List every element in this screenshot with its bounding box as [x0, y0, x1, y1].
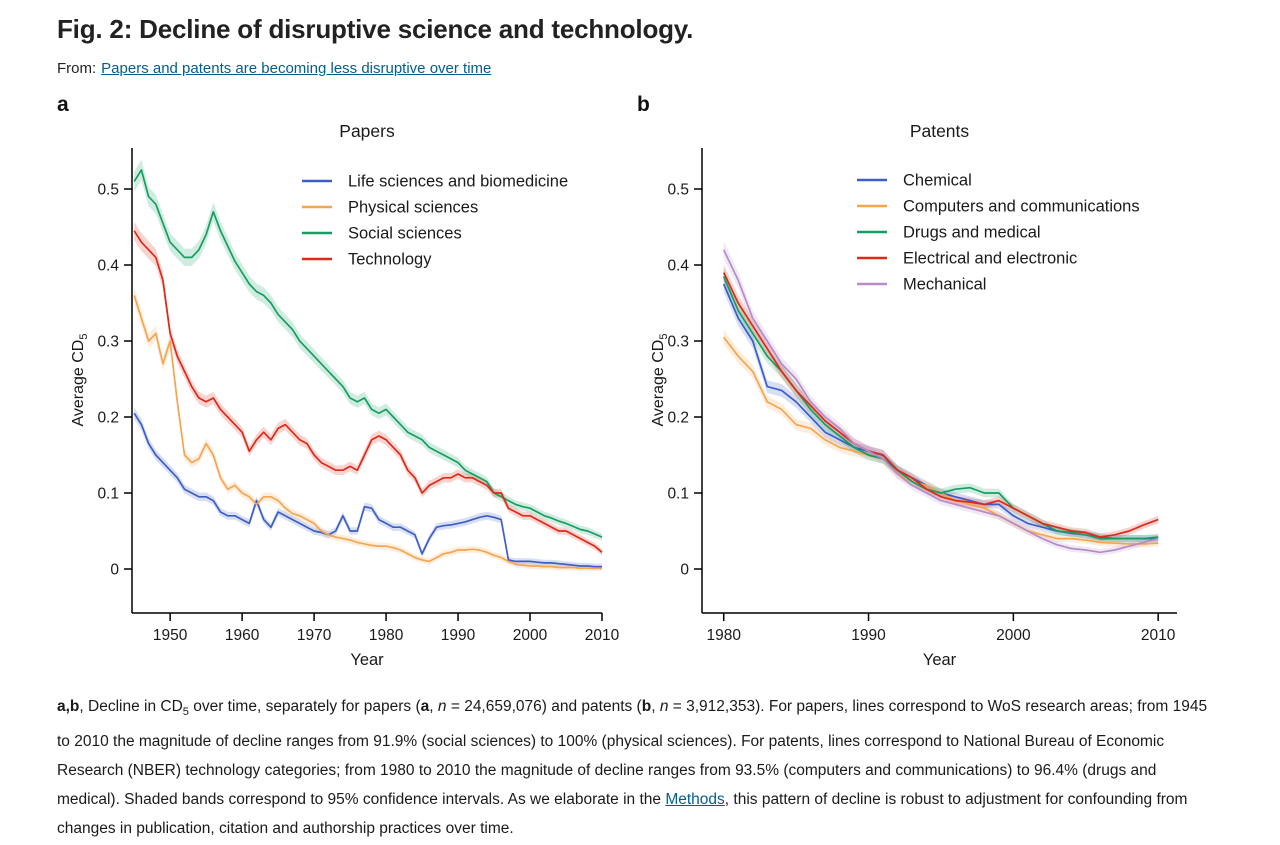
legend-label: Mechanical [903, 276, 986, 294]
svg-text:1970: 1970 [297, 627, 332, 644]
panel-a-letter: a [57, 93, 69, 116]
svg-text:0.3: 0.3 [97, 334, 119, 351]
tick-labels: 0 0.1 0.2 0.3 0.4 0.5 1950 1960 1970 1980 1990 2000… [97, 182, 619, 645]
caption-segment: , [651, 698, 660, 715]
caption-segment: over time, separately for papers ( [188, 698, 421, 715]
caption-n-italic: n [437, 698, 447, 715]
papers-line-chart: 0 0.1 0.2 0.3 0.4 0.5 1950 1960 1970 1980 1990 2000… [97, 148, 620, 669]
legend: Life sciences and biomedicine Physical sc… [302, 173, 568, 269]
legend-label: Life sciences and biomedicine [348, 173, 568, 191]
caption-panel-a-ref: a [420, 698, 430, 715]
svg-text:1990: 1990 [441, 627, 476, 644]
source-line: From: Papers and patents are becoming les… [57, 60, 1223, 77]
axes [701, 148, 1177, 614]
legend-label: Electrical and electronic [903, 250, 1077, 268]
caption-panel-refs: a,b [57, 698, 80, 715]
svg-text:0.1: 0.1 [97, 486, 119, 503]
caption-segment: , [429, 698, 438, 715]
svg-text:2010: 2010 [1141, 627, 1176, 644]
svg-text:0: 0 [680, 562, 689, 579]
svg-text:1950: 1950 [153, 627, 188, 644]
svg-text:1980: 1980 [706, 627, 741, 644]
series-lines [133, 169, 603, 570]
caption-segment: , this pattern of decline is robust to a… [57, 791, 1188, 838]
papers-y-axis-label: Average CD5 [70, 334, 90, 427]
svg-text:0.4: 0.4 [667, 258, 689, 275]
patents-line-chart: 0 0.1 0.2 0.3 0.4 0.5 1980 1990 2000 2010 Year Chem… [667, 148, 1177, 669]
caption-cd5-subscript: 5 [182, 706, 189, 719]
papers-chart-title: Papers [339, 121, 395, 141]
series-lines [722, 249, 1159, 554]
caption-panel-b-ref: b [641, 698, 652, 715]
source-article-link[interactable]: Papers and patents are becoming less dis… [101, 60, 492, 77]
svg-text:0.5: 0.5 [97, 182, 119, 199]
svg-text:1980: 1980 [369, 627, 404, 644]
y-axis-label-text: Average CD [70, 339, 87, 427]
svg-text:0.4: 0.4 [97, 258, 119, 275]
patents-chart-title: Patents [909, 121, 970, 141]
svg-text:0: 0 [110, 562, 119, 579]
page-title: Fig. 2: Decline of disruptive science an… [57, 14, 694, 44]
confidence-bands [134, 159, 602, 572]
legend-label: Social sciences [348, 225, 462, 243]
legend-label: Technology [348, 251, 432, 269]
figure-panels: a Papers 0 0.1 0.2 0.3 0.4 0.5 1950 1960 1970 198… [57, 93, 1223, 678]
y-axis-label-text: Average CD [650, 339, 667, 427]
svg-text:2000: 2000 [513, 627, 548, 644]
legend-label: Chemical [903, 172, 972, 190]
svg-text:0.2: 0.2 [97, 410, 119, 427]
y-axis-label-subscript: 5 [658, 333, 671, 340]
y-axis-label-subscript: 5 [78, 333, 91, 340]
panel-b-letter: b [637, 93, 650, 116]
caption-n-italic: n [659, 698, 669, 715]
x-axis-label: Year [923, 651, 957, 669]
legend-label: Computers and communications [903, 198, 1140, 216]
svg-text:1960: 1960 [225, 627, 260, 644]
panel-b: b Patents 0 0.1 0.2 0.3 0.4 0.5 1980 1990 2000 20… [637, 93, 1202, 678]
svg-text:0.3: 0.3 [667, 334, 689, 351]
svg-text:2000: 2000 [996, 627, 1031, 644]
caption-segment: = 3,912,353). For papers, lines correspo… [57, 698, 1208, 809]
svg-text:0.1: 0.1 [667, 486, 689, 503]
svg-text:0.2: 0.2 [667, 410, 689, 427]
figure-caption: a,b, Decline in CD5 over time, separatel… [57, 692, 1223, 843]
legend-label: Physical sciences [348, 199, 478, 217]
legend: Chemical Computers and communications Drug… [857, 172, 1140, 294]
x-axis-label: Year [350, 651, 384, 669]
axes [131, 148, 602, 614]
svg-text:2010: 2010 [585, 627, 620, 644]
tick-marks [124, 188, 603, 621]
caption-segment: , Decline in CD [79, 698, 183, 715]
panel-a: a Papers 0 0.1 0.2 0.3 0.4 0.5 1950 1960 1970 198… [57, 93, 622, 678]
svg-text:1990: 1990 [851, 627, 886, 644]
caption-segment: = 24,659,076) and patents ( [446, 698, 642, 715]
patents-y-axis-label: Average CD5 [650, 334, 670, 427]
svg-text:0.5: 0.5 [667, 182, 689, 199]
legend-label: Drugs and medical [903, 224, 1041, 242]
tick-labels: 0 0.1 0.2 0.3 0.4 0.5 1980 1990 2000 2010 [667, 182, 1175, 645]
tick-marks [694, 188, 1159, 621]
methods-link[interactable]: Methods [665, 791, 725, 809]
source-prefix-label: From: [57, 60, 97, 77]
